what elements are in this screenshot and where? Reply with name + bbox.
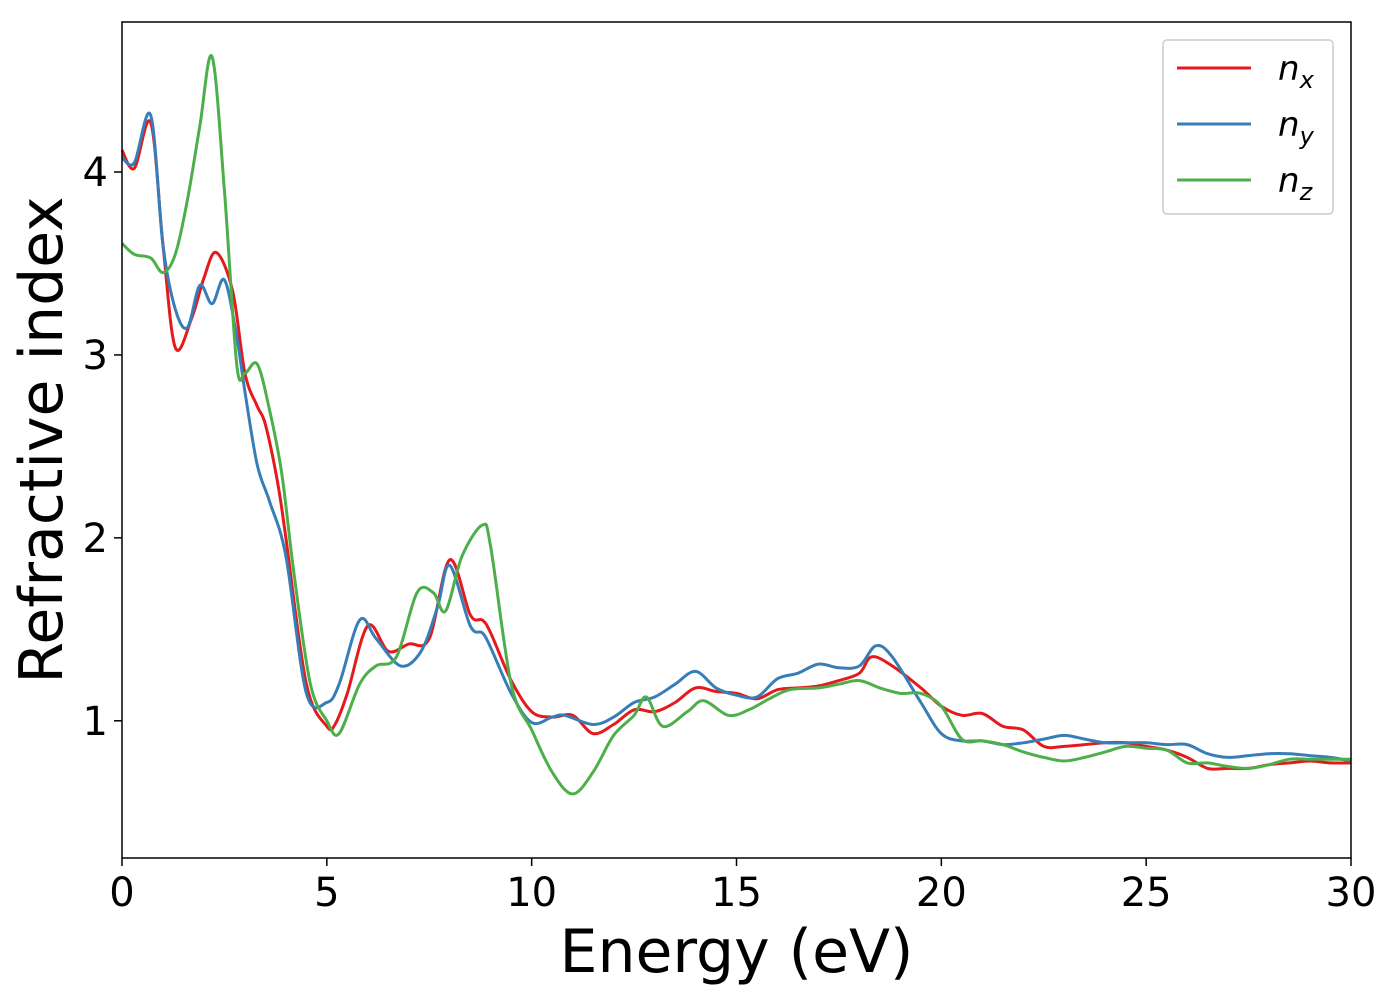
legend: nx ny nz [1162, 39, 1334, 215]
x-tick-label: 15 [711, 870, 762, 916]
x-tick-label: 30 [1326, 870, 1377, 916]
legend-label-nz: nz [1278, 161, 1314, 206]
y-tick-label: 2 [83, 516, 108, 562]
y-axis: 1 2 3 4 [83, 150, 122, 745]
series-line-ny [121, 111, 1352, 763]
legend-label-ny: ny [1278, 105, 1315, 150]
y-axis-label: Refractive index [7, 196, 77, 683]
y-tick-label: 3 [83, 333, 108, 379]
x-axis: 0 5 10 15 20 25 30 [109, 858, 1376, 916]
plot-area [120, 54, 1352, 796]
series-line-nz [120, 54, 1351, 796]
x-tick-label: 5 [314, 870, 339, 916]
y-tick-label: 4 [83, 150, 108, 196]
legend-frame [1162, 39, 1334, 215]
x-axis-label: Energy (eV) [560, 917, 914, 987]
legend-label-nx: nx [1278, 49, 1315, 94]
x-tick-label: 20 [916, 870, 967, 916]
y-tick-label: 1 [83, 699, 108, 745]
x-tick-label: 25 [1121, 870, 1172, 916]
x-tick-label: 10 [506, 870, 557, 916]
x-tick-label: 0 [109, 870, 134, 916]
